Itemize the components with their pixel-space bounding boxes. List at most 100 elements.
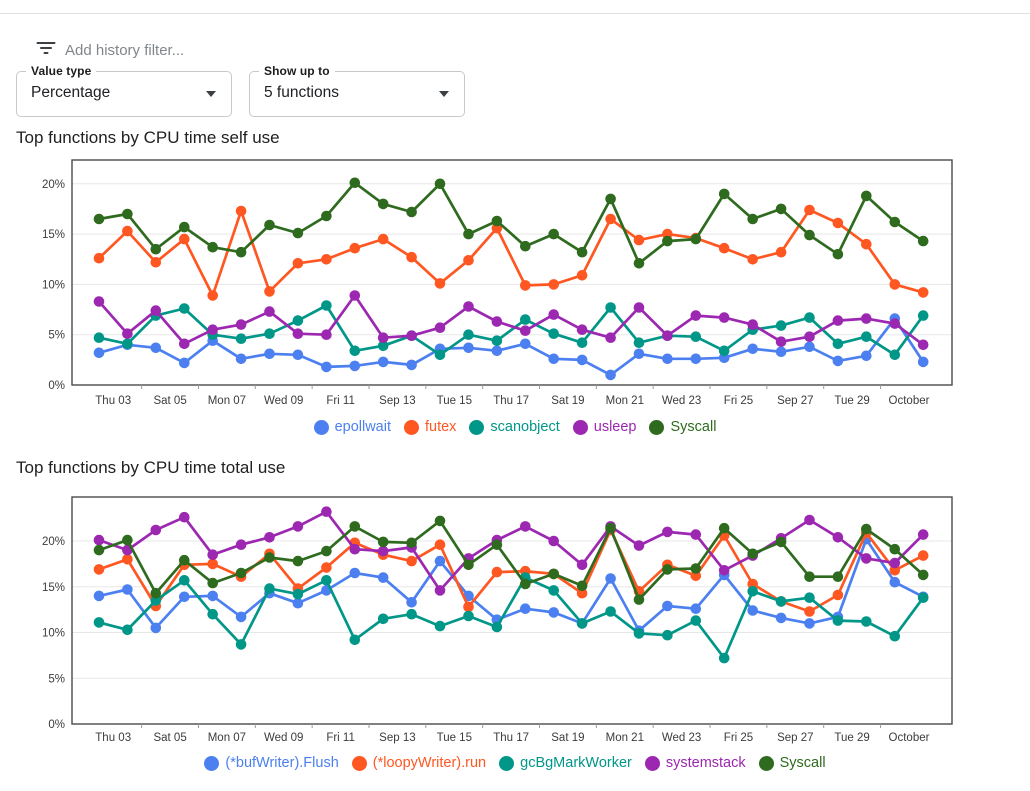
data-point[interactable] [349,567,361,579]
data-point[interactable] [690,529,702,540]
data-point[interactable] [179,221,190,233]
data-point[interactable] [633,628,645,639]
data-point[interactable] [775,536,787,548]
data-point[interactable] [377,233,389,245]
data-point[interactable] [718,345,730,357]
data-point[interactable] [406,206,417,218]
data-point[interactable] [321,562,332,573]
data-point[interactable] [150,243,162,255]
data-point[interactable] [917,569,929,581]
data-point[interactable] [93,332,105,343]
data-point[interactable] [235,246,247,258]
data-point[interactable] [349,242,361,254]
data-point[interactable] [93,252,105,264]
data-point[interactable] [548,328,559,339]
data-point[interactable] [463,342,474,354]
data-point[interactable] [804,341,815,353]
data-point[interactable] [718,522,730,534]
data-point[interactable] [832,248,844,260]
data-point[interactable] [377,545,389,557]
data-point[interactable] [917,235,929,247]
legend-item-scanobject[interactable]: scanobject [469,419,560,435]
data-point[interactable] [633,348,645,360]
data-point[interactable] [434,515,446,527]
data-point[interactable] [349,360,361,372]
data-point[interactable] [179,357,190,369]
data-point[interactable] [235,333,247,344]
data-point[interactable] [406,251,417,263]
data-point[interactable] [548,228,559,240]
data-point[interactable] [832,589,844,601]
data-point[interactable] [605,522,616,534]
data-point[interactable] [889,630,901,642]
data-point[interactable] [292,521,304,532]
data-point[interactable] [207,608,218,620]
data-point[interactable] [321,575,332,586]
data-point[interactable] [889,565,901,576]
data-point[interactable] [520,338,531,350]
data-point[interactable] [633,302,645,313]
data-point[interactable] [690,563,702,574]
data-point[interactable] [662,526,673,538]
data-point[interactable] [747,578,758,590]
legend-item-Syscall[interactable]: Syscall [649,419,716,435]
data-point[interactable] [889,279,901,290]
data-point[interactable] [917,339,929,351]
legend-item-(*loopyWriter).run[interactable]: (*loopyWriter).run [351,755,486,771]
data-point[interactable] [832,217,844,229]
data-point[interactable] [93,534,105,546]
data-point[interactable] [93,296,105,307]
data-point[interactable] [861,616,872,627]
data-point[interactable] [605,332,616,343]
data-point[interactable] [747,548,758,560]
data-point[interactable] [747,254,758,265]
data-point[interactable] [321,361,332,373]
data-point[interactable] [832,571,844,582]
data-point[interactable] [804,514,815,526]
data-point[interactable] [122,328,133,339]
data-point[interactable] [576,587,588,599]
data-point[interactable] [349,345,361,357]
data-point[interactable] [292,258,304,269]
data-point[interactable] [292,227,304,239]
data-point[interactable] [690,331,702,342]
data-point[interactable] [179,511,190,523]
data-point[interactable] [576,354,588,366]
data-point[interactable] [292,588,304,600]
data-point[interactable] [93,544,105,556]
data-point[interactable] [235,567,247,579]
data-point[interactable] [207,577,218,589]
data-point[interactable] [605,213,616,225]
data-point[interactable] [775,246,787,258]
data-point[interactable] [491,215,503,227]
data-point[interactable] [434,349,446,361]
data-point[interactable] [321,300,332,311]
data-point[interactable] [775,346,787,358]
data-point[interactable] [889,349,901,361]
data-point[interactable] [917,529,929,540]
data-point[interactable] [832,532,844,543]
data-point[interactable] [264,306,275,317]
data-point[interactable] [662,600,673,612]
data-point[interactable] [889,216,901,228]
data-point[interactable] [377,198,389,210]
data-point[interactable] [349,543,361,555]
data-point[interactable] [349,177,361,189]
data-point[interactable] [804,606,815,617]
data-point[interactable] [576,559,588,571]
data-point[interactable] [207,290,218,301]
data-point[interactable] [207,324,218,335]
data-point[interactable] [548,585,559,596]
legend-item-Syscall[interactable]: Syscall [758,755,826,771]
data-point[interactable] [463,228,474,240]
data-point[interactable] [93,564,105,575]
data-point[interactable] [690,615,702,626]
data-point[interactable] [93,347,105,359]
data-point[interactable] [292,315,304,326]
data-point[interactable] [662,235,673,247]
data-point[interactable] [662,330,673,341]
data-point[interactable] [605,193,616,205]
data-point[interactable] [576,324,588,335]
data-point[interactable] [548,353,559,365]
data-point[interactable] [690,353,702,365]
